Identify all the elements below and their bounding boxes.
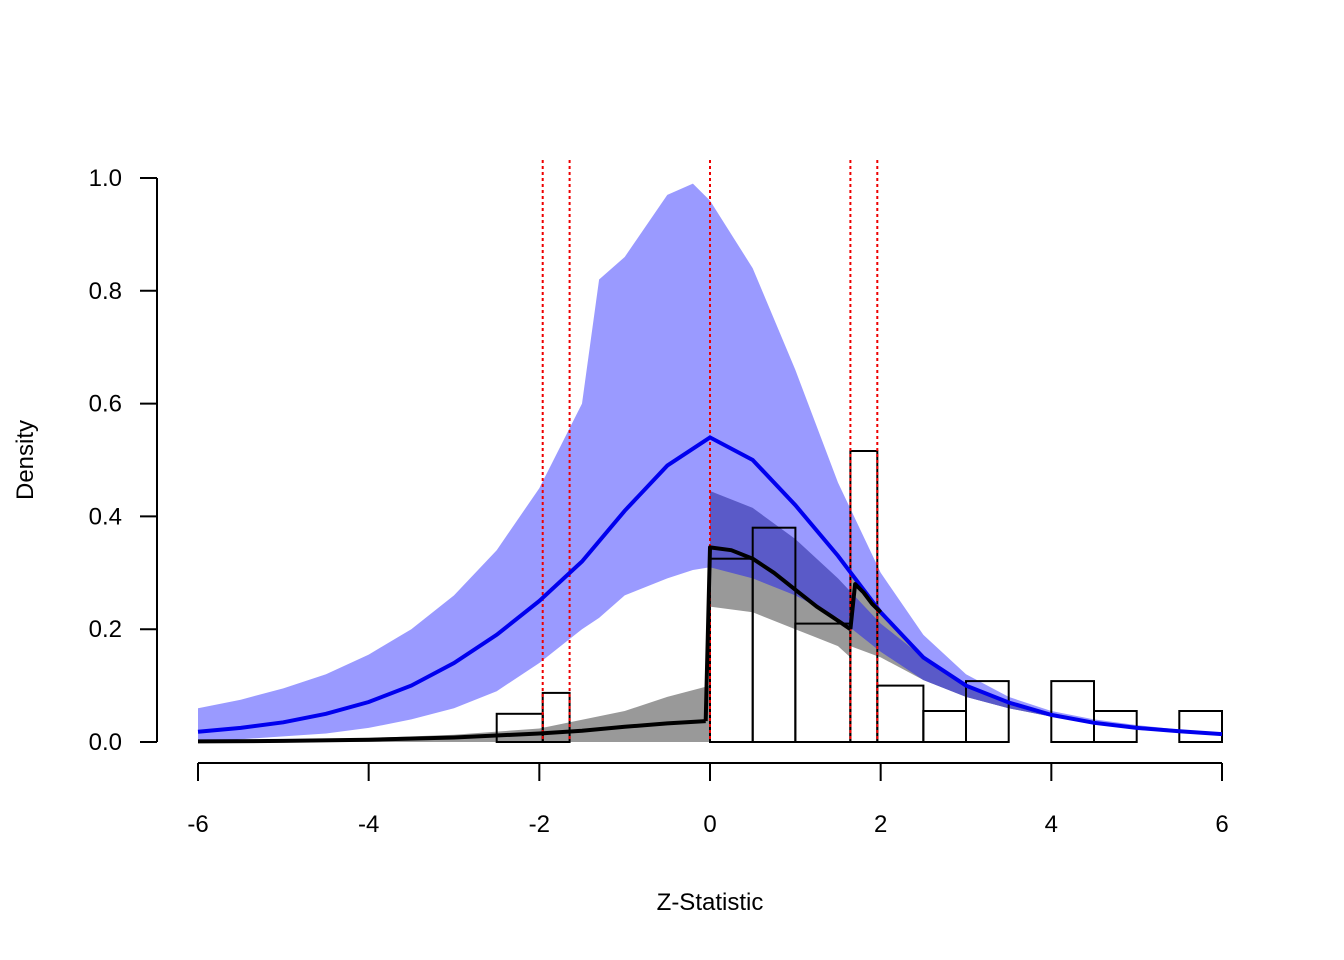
x-tick-label-2: -2: [529, 811, 550, 838]
dark-blue-confidence-band: [710, 491, 1222, 735]
histogram-bar-9: [1050, 680, 1096, 743]
y-tick-label-1: 0.2: [89, 616, 122, 643]
x-tick-label-0: -6: [187, 811, 208, 838]
x-axis-title: Z-Statistic: [657, 889, 764, 916]
x-tick-label-5: 4: [1045, 811, 1058, 838]
axes-layer: 0.0 0.2 0.4 0.6 0.8 1.0 -6 -4 -2 0 2 4 6: [89, 165, 1229, 838]
histogram-bar-8: [965, 680, 1010, 743]
density-lines-layer: [197, 435, 1223, 744]
x-tick-label-6: 6: [1215, 811, 1228, 838]
x-tick-label-1: -4: [358, 811, 379, 838]
histogram-layer: [495, 450, 1224, 744]
reference-lines-layer: [541, 160, 879, 742]
y-tick-label-4: 0.8: [89, 278, 122, 305]
histogram-bar-7: [922, 710, 967, 743]
black-density-line-segment-1: [703, 545, 852, 722]
histogram-bar-1: [541, 691, 571, 744]
y-tick-label-3: 0.6: [89, 391, 122, 418]
histogram-bar-6: [876, 684, 925, 743]
histogram-bar-5: [849, 450, 879, 743]
x-tick-label-3: 0: [703, 811, 716, 838]
y-axis-title: Density: [12, 420, 39, 500]
y-tick-label-2: 0.4: [89, 503, 122, 530]
black-density-line-segment-0: [197, 719, 706, 744]
y-tick-label-5: 1.0: [89, 165, 122, 192]
black-density-line-segment-2: [848, 582, 883, 630]
y-tick-label-0: 0.0: [89, 729, 122, 756]
blue-density-line: [197, 435, 1223, 737]
dark-blue-band-layer: [710, 491, 1222, 735]
x-tick-label-4: 2: [874, 811, 887, 838]
histogram-bar-11: [1178, 710, 1224, 743]
